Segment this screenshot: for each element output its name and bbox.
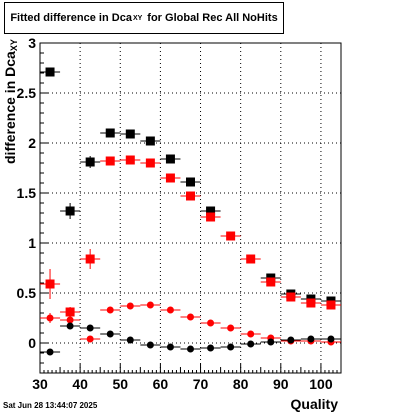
grid-lines xyxy=(39,42,341,373)
data-point-square xyxy=(186,191,195,201)
data-point-circle xyxy=(106,306,114,314)
title-subscript: XY xyxy=(132,14,143,22)
x-tick-label: 40 xyxy=(72,376,88,392)
data-point-square xyxy=(105,128,115,138)
x-tick-label: 50 xyxy=(112,376,128,392)
data-point-square xyxy=(65,307,75,317)
data-point-circle xyxy=(287,336,295,344)
series-0 xyxy=(40,67,341,306)
x-tick-label: 70 xyxy=(193,376,209,392)
data-point-square xyxy=(45,279,55,289)
data-point-circle xyxy=(187,313,194,321)
y-tick-label: 1.5 xyxy=(17,185,37,201)
data-point-circle xyxy=(126,336,134,344)
data-point-square xyxy=(206,206,216,216)
data-point-square xyxy=(165,154,175,164)
x-tick-label: 80 xyxy=(233,376,249,392)
y-tick-label: 2 xyxy=(28,135,36,151)
data-point-circle xyxy=(207,319,215,327)
y-axis-label-subscript: XY xyxy=(9,39,19,52)
series-3 xyxy=(40,322,341,356)
data-point-square xyxy=(145,136,155,146)
data-point-circle xyxy=(146,341,154,349)
data-point-circle xyxy=(207,344,215,352)
data-point-square xyxy=(145,158,155,168)
y-tick-label: 3 xyxy=(28,35,36,51)
data-point-circle xyxy=(66,322,74,330)
data-point-square xyxy=(85,157,95,167)
data-point-square xyxy=(165,173,175,183)
plot-frame xyxy=(39,42,342,374)
data-point-square xyxy=(266,277,276,287)
y-axis-label-main: difference in Dca xyxy=(2,51,18,164)
data-point-circle xyxy=(86,335,94,343)
data-point-square xyxy=(105,156,115,166)
data-point-circle xyxy=(327,335,335,343)
y-tick-label: 0 xyxy=(28,335,36,351)
y-tick-label: 2.5 xyxy=(17,85,37,101)
y-tick-label: 0.5 xyxy=(17,285,37,301)
data-point-circle xyxy=(66,316,74,324)
plot-title: Fitted difference in Dca XY for Global Rec… xyxy=(4,2,284,34)
x-tick-label: 90 xyxy=(273,376,289,392)
data-point-square xyxy=(326,300,336,310)
data-point-circle xyxy=(146,301,154,309)
data-point-circle xyxy=(247,340,255,348)
data-point-circle xyxy=(267,338,275,346)
data-point-square xyxy=(306,298,316,308)
data-point-square xyxy=(45,67,55,77)
data-point-square xyxy=(125,129,135,139)
data-point-square xyxy=(65,206,75,216)
data-point-square xyxy=(226,231,236,241)
data-point-circle xyxy=(46,348,54,356)
data-point-square xyxy=(85,254,95,264)
data-point-square xyxy=(125,155,135,165)
title-main: Fitted difference in Dca xyxy=(10,12,132,24)
data-point-circle xyxy=(227,343,235,351)
data-series xyxy=(40,67,341,356)
data-point-square xyxy=(286,292,296,302)
x-tick-label: 100 xyxy=(309,376,333,392)
data-point-circle xyxy=(166,306,174,314)
data-point-circle xyxy=(46,314,54,322)
data-point-square xyxy=(206,212,216,222)
y-tick-label: 1 xyxy=(28,235,36,251)
title-rest: for Global Rec All NoHits xyxy=(147,12,278,24)
data-point-circle xyxy=(166,343,174,351)
data-point-circle xyxy=(227,324,235,332)
axis-ticks: 30 40 50 60 70 80 90 100 0 0.5 1 1.5 2 2.5 3 xyxy=(17,35,338,392)
data-point-circle xyxy=(307,335,315,343)
x-axis-label: Quality xyxy=(290,396,338,412)
data-point-square xyxy=(246,254,256,264)
data-point-square xyxy=(186,177,195,187)
data-point-circle xyxy=(86,324,94,332)
series-1 xyxy=(40,155,341,317)
y-axis-label: difference in DcaXY xyxy=(2,39,19,164)
x-tick-label: 60 xyxy=(153,376,169,392)
x-tick-label: 30 xyxy=(32,376,48,392)
timestamp: Sat Jun 28 13:44:07 2025 xyxy=(3,401,98,410)
data-point-circle xyxy=(126,302,134,310)
data-point-circle xyxy=(187,345,194,353)
data-point-circle xyxy=(247,330,255,338)
data-point-circle xyxy=(106,330,114,338)
series-2 xyxy=(40,301,341,346)
